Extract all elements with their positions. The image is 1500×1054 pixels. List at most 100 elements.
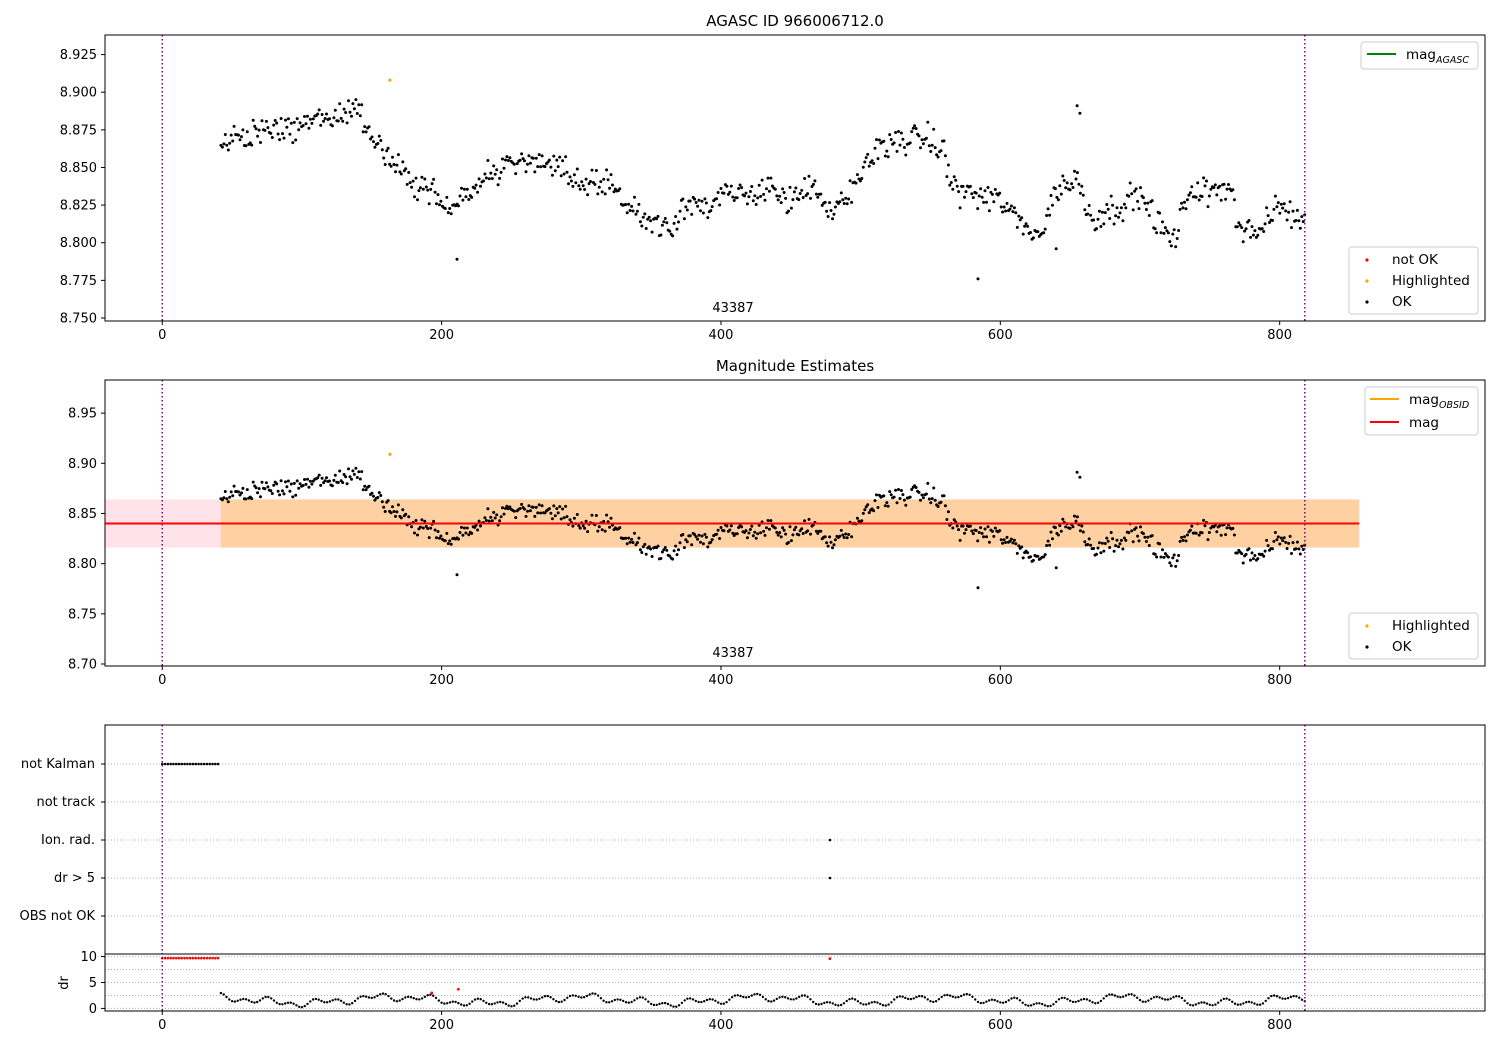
p3-dr-point <box>460 1003 463 1006</box>
p2-ok-point <box>684 538 688 542</box>
p1-ok-point <box>899 131 903 135</box>
p1-ok-point <box>1185 198 1189 202</box>
p2-ok-point <box>897 488 900 491</box>
p3-dr-point <box>420 997 424 1000</box>
p1-ok-point <box>823 200 827 204</box>
p1-ok-point <box>985 200 988 204</box>
p1-ok-point <box>606 178 610 182</box>
p2-ok-point <box>1139 525 1142 529</box>
p2-ok-point <box>1073 514 1076 518</box>
p2-ok-point <box>1099 551 1103 555</box>
p1-ok-point <box>659 233 663 237</box>
p3-dr-point <box>356 997 359 1000</box>
p2-ok-point <box>303 478 306 481</box>
p2-ok-point <box>395 510 399 514</box>
p2-ok-point <box>486 507 490 511</box>
p1-ok-point <box>241 128 245 132</box>
p2-ok-point <box>1287 541 1291 545</box>
p1-ok-point <box>1083 208 1087 212</box>
p3-dr-point <box>817 1003 820 1006</box>
p1-ok-point <box>1054 247 1058 251</box>
p2-ok-point <box>351 469 355 473</box>
p1-ok-point <box>1075 171 1079 175</box>
p2-ok-point <box>628 540 632 544</box>
p1-ok-point <box>634 212 638 216</box>
p3-dr-point <box>641 996 644 999</box>
p3-dr-point <box>323 1001 326 1004</box>
p2-ok-point <box>1122 536 1126 540</box>
p2-ok-point <box>759 531 763 535</box>
p1-ok-point <box>580 180 584 184</box>
p1-ok-point <box>408 181 412 185</box>
p1-ok-point <box>351 102 355 106</box>
p1-ok-point <box>355 112 359 115</box>
p2-ok-point <box>297 486 301 490</box>
p1-ok-point <box>518 158 522 162</box>
p2-ok-point <box>448 539 452 543</box>
p1-ok-point <box>416 198 419 202</box>
p2-ok-point <box>1134 526 1138 530</box>
p1-ok-point <box>1165 229 1169 233</box>
p3-dr-point <box>563 998 566 1002</box>
p1-ok-point <box>460 186 463 190</box>
p2-ok-point <box>1074 519 1078 523</box>
p1-ok-point <box>980 195 984 199</box>
p2-ok-point <box>476 528 480 532</box>
p3-dr-point <box>1043 1004 1047 1007</box>
p3-dr-point <box>337 998 340 1001</box>
p1-ok-point <box>1225 187 1229 191</box>
p3-dr-point <box>605 1001 608 1004</box>
p1-ok-point <box>809 196 812 200</box>
p3-dr-point <box>636 997 639 1000</box>
p1-ok-point <box>1096 217 1100 221</box>
p3-dr-point <box>918 994 921 998</box>
p2-ok-point <box>350 477 353 481</box>
p3-dr-point <box>465 1004 468 1007</box>
p1-ok-point <box>474 183 478 187</box>
p1-ok-point <box>496 183 500 187</box>
p2-ok-point <box>244 497 248 501</box>
p1-ok-point <box>778 194 782 198</box>
p3-dr-red-point <box>211 956 214 960</box>
p3-dr-point <box>1001 1001 1005 1004</box>
p3-dr-point <box>1099 999 1103 1003</box>
p1-ok-point <box>976 277 980 281</box>
legend-label-ok: OK <box>1392 639 1413 655</box>
p1-ok-point <box>565 170 569 174</box>
p1-ok-point <box>603 192 607 196</box>
p1-ok-point <box>628 209 632 212</box>
p1-ok-point <box>512 162 516 166</box>
p2-ok-point <box>847 533 851 536</box>
p3-dr-point <box>778 996 781 999</box>
p2-ok-point <box>281 489 284 493</box>
p3-dr-point <box>493 1002 496 1005</box>
p3-dr-point <box>1225 997 1228 1000</box>
p3-dr-point <box>1105 994 1108 998</box>
p1-ok-point <box>757 183 761 187</box>
p3-dr-point <box>890 1001 893 1004</box>
p1-ok-point <box>571 184 575 188</box>
p1-ok-point <box>704 201 708 205</box>
p2-ok-point <box>1203 524 1207 528</box>
p3-dr-point <box>233 1000 237 1003</box>
p2-ok-point <box>751 534 755 538</box>
p2-ok-point <box>1224 533 1228 537</box>
p1-ok-point <box>421 187 425 191</box>
p3-dr-point <box>940 995 943 999</box>
p3-dr-point <box>392 999 396 1002</box>
p2-ok-point <box>794 525 798 529</box>
p1-ok-point <box>754 203 758 206</box>
p2-ok-point <box>894 488 898 492</box>
p2-ok-point <box>382 505 386 509</box>
p3-flag-point <box>183 762 186 766</box>
p1-ok-point <box>464 195 468 199</box>
p1-ok-point <box>829 209 833 212</box>
p1-ok-point <box>599 180 603 184</box>
p1-ok-point <box>433 190 437 194</box>
p2-ok-point <box>926 481 930 485</box>
p3-dr-point <box>610 1000 614 1003</box>
p2-ok-point <box>625 542 629 546</box>
p1-ok-point <box>773 187 777 191</box>
p3-dr-point <box>228 998 231 1001</box>
p3-dr-point <box>507 1004 510 1007</box>
